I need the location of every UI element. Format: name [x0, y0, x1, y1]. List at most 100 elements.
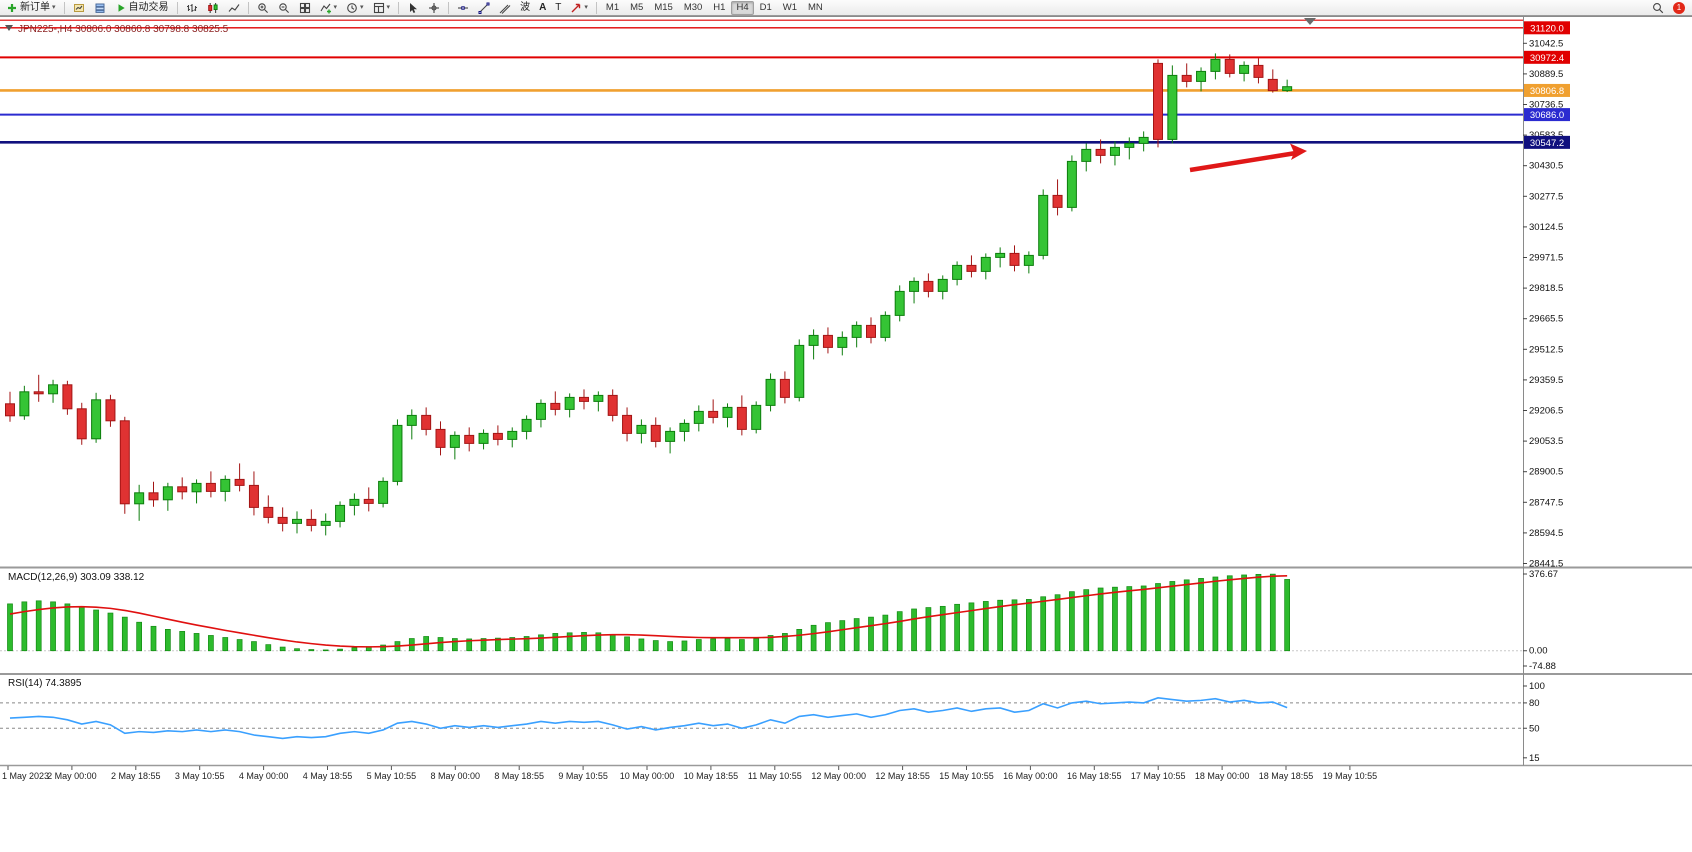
trendline-button[interactable] [474, 1, 494, 15]
horizontal-line-icon [458, 5, 469, 10]
candle [148, 492, 159, 501]
crosshair-button[interactable] [424, 1, 444, 15]
profiles-button[interactable] [90, 1, 110, 15]
horizontal-line-button[interactable] [453, 1, 473, 15]
candle [693, 410, 704, 424]
price-badge: 31120.0 [1524, 21, 1570, 35]
timeframe-w1-button[interactable]: W1 [778, 1, 802, 15]
candle [91, 399, 102, 440]
timeframe-m15-button[interactable]: M15 [649, 1, 677, 15]
candle [880, 314, 891, 338]
candle [1124, 142, 1135, 148]
timeframe-m30-button[interactable]: M30 [679, 1, 707, 15]
candle [449, 434, 460, 448]
bar-chart-button[interactable] [182, 1, 202, 15]
arrow-tool-icon [571, 3, 581, 12]
svg-text:19 May 10:55: 19 May 10:55 [1323, 771, 1378, 781]
indicators-button[interactable]: ▾ [316, 1, 342, 15]
label-tool-button[interactable]: T [551, 1, 565, 15]
wave-tool-button[interactable]: 波 [516, 1, 534, 15]
clock-icon [347, 2, 357, 13]
candle [535, 402, 546, 420]
candle [894, 290, 905, 316]
candle [177, 486, 188, 493]
horizontal-lines[interactable] [0, 19, 1523, 144]
candle [1282, 86, 1293, 92]
candle [1239, 64, 1250, 74]
rsi-panel[interactable]: RSI(14) 74.3895 100 80 50 15 [0, 678, 1545, 764]
candle [1066, 160, 1077, 208]
new-order-label: 新订单 [20, 1, 50, 13]
timeframe-h4-button[interactable]: H4 [731, 0, 754, 15]
zoom-out-button[interactable] [274, 1, 294, 15]
svg-text:16 May 18:55: 16 May 18:55 [1067, 771, 1122, 781]
notifications-badge[interactable]: 1 [1673, 1, 1685, 14]
svg-text:1 May 2023: 1 May 2023 [2, 771, 49, 781]
candle [923, 280, 934, 292]
candle [220, 478, 231, 492]
candle [837, 336, 848, 348]
timeframe-d1-button[interactable]: D1 [755, 1, 777, 15]
channel-button[interactable] [495, 1, 515, 15]
timeframe-mn-button[interactable]: MN [803, 1, 828, 15]
candlestick-chart-button[interactable] [203, 1, 223, 15]
candle [1023, 254, 1034, 266]
candle [277, 516, 288, 524]
svg-text:30686.0: 30686.0 [1530, 110, 1564, 121]
svg-text:3 May 10:55: 3 May 10:55 [175, 771, 225, 781]
candle [1109, 146, 1120, 156]
timeframe-m1-button[interactable]: M1 [601, 1, 624, 15]
auto-trading-button[interactable]: 自动交易 [111, 1, 173, 15]
svg-text:30547.2: 30547.2 [1530, 138, 1564, 149]
zoom-in-button[interactable] [253, 1, 273, 15]
candlesticks[interactable] [5, 53, 1293, 536]
svg-text:29206.5: 29206.5 [1529, 406, 1563, 417]
trend-arrow-annotation[interactable] [1189, 143, 1307, 173]
svg-text:28594.5: 28594.5 [1529, 528, 1563, 539]
candle [392, 424, 403, 482]
candle [751, 404, 762, 430]
new-order-button[interactable]: 新订单 ▾ [2, 1, 60, 15]
svg-text:29971.5: 29971.5 [1529, 253, 1563, 264]
svg-text:JPN225-,H4 30806.0 30860.8 30: JPN225-,H4 30806.0 30860.8 30798.8 30825… [18, 24, 229, 35]
candle [5, 403, 15, 417]
candle [248, 484, 259, 508]
new-chart-button[interactable] [69, 1, 89, 15]
text-tool-button[interactable]: A [535, 1, 550, 15]
macd-panel[interactable]: MACD(12,26,9) 303.09 338.12 376.67 0.00 -74… [0, 569, 1558, 672]
chart-shift-marker-icon[interactable] [1304, 18, 1316, 25]
candle [736, 406, 747, 430]
candle [1210, 58, 1221, 72]
profiles-icon [95, 3, 105, 13]
line-chart-button[interactable] [224, 1, 244, 15]
search-button[interactable] [1648, 1, 1668, 15]
svg-text:5 May 10:55: 5 May 10:55 [367, 771, 417, 781]
candle [62, 384, 73, 410]
candle [679, 422, 690, 432]
svg-text:9 May 10:55: 9 May 10:55 [558, 771, 608, 781]
timeframe-h1-button[interactable]: H1 [708, 1, 730, 15]
price-badge: 30972.4 [1524, 50, 1570, 64]
candle [995, 252, 1006, 258]
chart-title: JPN225-,H4 30806.0 30860.8 30798.8 30825… [5, 24, 229, 35]
chevron-down-icon: ▾ [333, 4, 338, 11]
auto-trading-label: 自动交易 [128, 1, 169, 13]
candle [1196, 70, 1207, 82]
candle [1224, 58, 1235, 74]
candle [1138, 136, 1149, 144]
svg-text:28747.5: 28747.5 [1529, 497, 1563, 508]
candle [1267, 78, 1278, 92]
candle [335, 504, 346, 522]
period-button[interactable]: ▾ [342, 1, 368, 15]
templates-button[interactable]: ▾ [369, 1, 395, 15]
tile-windows-button[interactable] [295, 1, 315, 15]
svg-text:2 May 18:55: 2 May 18:55 [111, 771, 161, 781]
candle [622, 414, 633, 434]
svg-text:15: 15 [1529, 753, 1540, 764]
text-tool-label: A [539, 1, 547, 13]
arrows-tool-button[interactable]: ▾ [566, 1, 592, 15]
cursor-button[interactable] [403, 1, 423, 15]
timeframe-m5-button[interactable]: M5 [625, 1, 648, 15]
